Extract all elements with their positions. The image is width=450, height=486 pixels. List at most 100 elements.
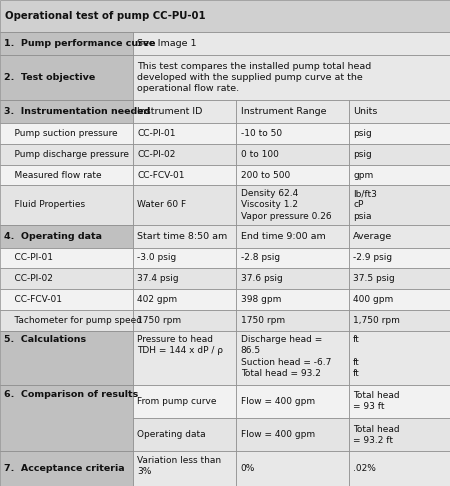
Text: Flow = 400 gpm: Flow = 400 gpm (241, 430, 315, 439)
Bar (349, 418, 450, 451)
Text: ft

ft
ft: ft ft ft (353, 335, 360, 378)
Text: -3.0 psig: -3.0 psig (137, 254, 176, 262)
Text: End time 9:00 am: End time 9:00 am (241, 232, 325, 241)
Text: Fluid Properties: Fluid Properties (3, 201, 85, 209)
Bar (349, 451, 450, 486)
Text: Instrument ID: Instrument ID (137, 107, 202, 116)
Text: Total head
= 93.2 ft: Total head = 93.2 ft (353, 425, 400, 445)
Bar (0, 451, 133, 486)
Bar (349, 289, 450, 310)
Bar (133, 225, 236, 247)
Bar (236, 100, 349, 123)
Text: psig: psig (353, 150, 372, 159)
Text: 402 gpm: 402 gpm (137, 295, 177, 304)
Text: Variation less than
3%: Variation less than 3% (137, 456, 221, 476)
Bar (133, 289, 236, 310)
Text: 4.  Operating data: 4. Operating data (4, 232, 102, 241)
Text: -10 to 50: -10 to 50 (241, 129, 282, 138)
Bar (236, 451, 349, 486)
Text: 398 gpm: 398 gpm (241, 295, 281, 304)
Bar (349, 384, 450, 418)
Text: 1750 rpm: 1750 rpm (241, 316, 285, 325)
Text: -2.9 psig: -2.9 psig (353, 254, 392, 262)
Bar (0, 247, 133, 268)
Text: 2.  Test objective: 2. Test objective (4, 73, 95, 82)
Text: Units: Units (353, 107, 378, 116)
Text: 1750 rpm: 1750 rpm (137, 316, 181, 325)
Text: Pump discharge pressure: Pump discharge pressure (3, 150, 129, 159)
Bar (0, 310, 133, 330)
Bar (133, 165, 236, 186)
Bar (236, 186, 349, 225)
Text: Tachometer for pump speed: Tachometer for pump speed (3, 316, 142, 325)
Bar (0, 289, 133, 310)
Bar (133, 32, 450, 55)
Bar (236, 144, 349, 165)
Text: .02%: .02% (353, 464, 376, 473)
Bar (236, 268, 349, 289)
Text: 37.6 psig: 37.6 psig (241, 274, 283, 283)
Bar (133, 186, 236, 225)
Bar (133, 268, 236, 289)
Text: psig: psig (353, 129, 372, 138)
Text: 1.  Pump performance curve: 1. Pump performance curve (4, 39, 155, 48)
Text: Start time 8:50 am: Start time 8:50 am (137, 232, 228, 241)
Bar (349, 186, 450, 225)
Bar (349, 247, 450, 268)
Text: 37.5 psig: 37.5 psig (353, 274, 395, 283)
Bar (236, 247, 349, 268)
Text: Measured flow rate: Measured flow rate (3, 171, 101, 179)
Text: 7.  Acceptance criteria: 7. Acceptance criteria (4, 464, 124, 473)
Text: Discharge head =
86.5
Suction head = -6.7
Total head = 93.2: Discharge head = 86.5 Suction head = -6.… (241, 335, 331, 378)
Bar (133, 144, 236, 165)
Bar (0, 144, 133, 165)
Text: 1,750 rpm: 1,750 rpm (353, 316, 400, 325)
Text: 6.  Comparison of results: 6. Comparison of results (4, 389, 138, 399)
Text: This test compares the installed pump total head
developed with the supplied pum: This test compares the installed pump to… (137, 62, 372, 93)
Bar (0, 330, 133, 384)
Text: Pump suction pressure: Pump suction pressure (3, 129, 117, 138)
Text: CC-PI-01: CC-PI-01 (137, 129, 176, 138)
Bar (236, 165, 349, 186)
Bar (133, 310, 236, 330)
Bar (0, 268, 133, 289)
Bar (349, 268, 450, 289)
Text: 0 to 100: 0 to 100 (241, 150, 279, 159)
Text: Flow = 400 gpm: Flow = 400 gpm (241, 397, 315, 406)
Text: 0%: 0% (241, 464, 255, 473)
Text: Operating data: Operating data (137, 430, 206, 439)
Text: CC-PI-02: CC-PI-02 (137, 150, 176, 159)
Text: From pump curve: From pump curve (137, 397, 217, 406)
Text: Water 60 F: Water 60 F (137, 201, 186, 209)
Text: CC-FCV-01: CC-FCV-01 (3, 295, 62, 304)
Text: 37.4 psig: 37.4 psig (137, 274, 179, 283)
Text: gpm: gpm (353, 171, 373, 179)
Bar (349, 100, 450, 123)
Text: CC-PI-02: CC-PI-02 (3, 274, 53, 283)
Text: 3.  Instrumentation needed: 3. Instrumentation needed (4, 107, 150, 116)
Bar (133, 418, 236, 451)
Text: 5.  Calculations: 5. Calculations (4, 335, 85, 345)
Bar (0, 32, 133, 55)
Text: See Image 1: See Image 1 (137, 39, 197, 48)
Text: lb/ft3
cP
psia: lb/ft3 cP psia (353, 190, 377, 221)
Bar (0, 186, 133, 225)
Text: Density 62.4
Viscosity 1.2
Vapor pressure 0.26: Density 62.4 Viscosity 1.2 Vapor pressur… (241, 190, 331, 221)
Bar (349, 310, 450, 330)
Bar (0, 384, 133, 451)
Bar (133, 55, 450, 100)
Bar (0, 100, 133, 123)
Bar (0, 55, 133, 100)
Bar (0, 123, 133, 144)
Bar (349, 165, 450, 186)
Bar (349, 144, 450, 165)
Text: Pressure to head
TDH = 144 x dP / ρ: Pressure to head TDH = 144 x dP / ρ (137, 335, 223, 355)
Bar (133, 247, 236, 268)
Bar (236, 418, 349, 451)
Text: CC-PI-01: CC-PI-01 (3, 254, 53, 262)
Bar (349, 330, 450, 384)
Bar (0, 225, 133, 247)
Bar (133, 451, 236, 486)
Text: 400 gpm: 400 gpm (353, 295, 393, 304)
Bar (133, 330, 236, 384)
